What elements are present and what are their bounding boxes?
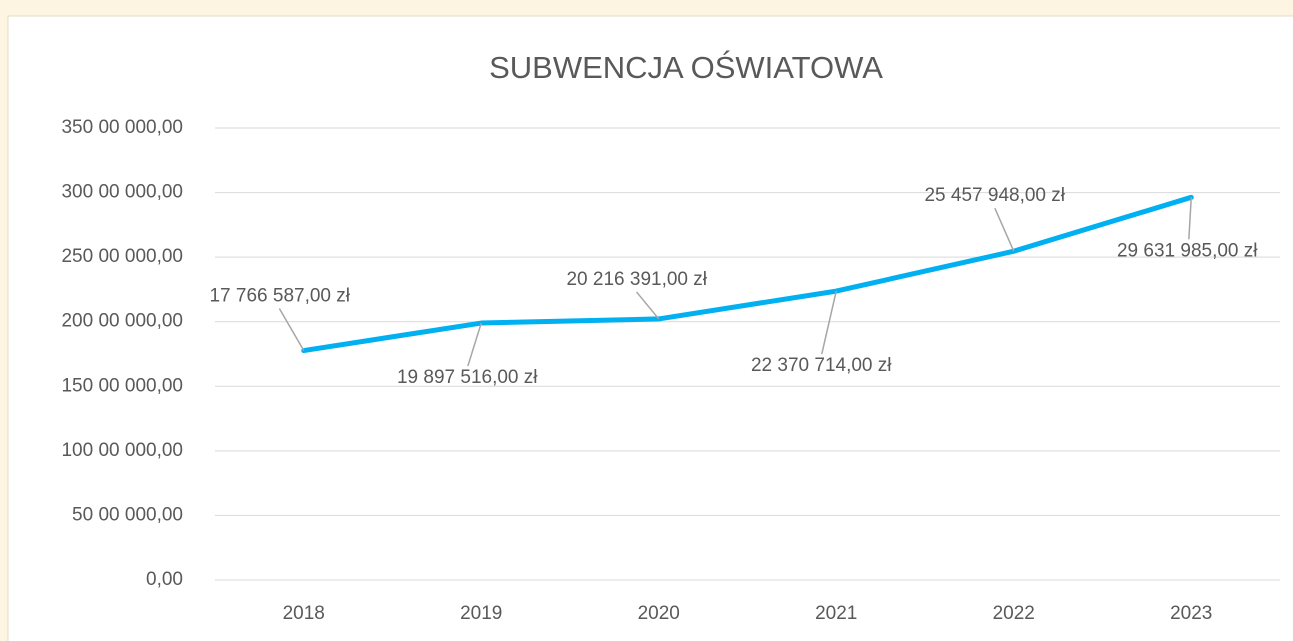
y-tick-label: 150 00 000,00 xyxy=(61,375,183,396)
chart-title: SUBWENCJA OŚWIATOWA xyxy=(489,49,883,85)
x-tick-label: 2019 xyxy=(460,603,502,624)
leader-line xyxy=(821,290,837,355)
data-label: 20 216 391,00 zł xyxy=(566,269,707,290)
y-tick-label: 350 00 000,00 xyxy=(61,117,183,138)
leader-line xyxy=(278,308,305,351)
y-tick-label: 300 00 000,00 xyxy=(61,182,183,203)
leader-line xyxy=(467,322,482,367)
data-label: 17 766 587,00 zł xyxy=(209,286,350,307)
x-tick-label: 2020 xyxy=(638,603,680,624)
x-tick-label: 2021 xyxy=(815,603,857,624)
data-label: 19 897 516,00 zł xyxy=(397,367,538,388)
series-line xyxy=(301,194,1194,354)
x-tick-label: 2018 xyxy=(283,603,325,624)
x-tick-label: 2023 xyxy=(1170,603,1212,624)
data-label: 25 457 948,00 zł xyxy=(924,185,1065,206)
leader-line xyxy=(635,291,660,320)
y-tick-label: 50 00 000,00 xyxy=(72,504,183,525)
data-label: 29 631 985,00 zł xyxy=(1117,240,1258,261)
leader-line xyxy=(1188,197,1192,240)
leader-line xyxy=(994,207,1015,252)
y-tick-label: 100 00 000,00 xyxy=(61,440,183,461)
chart-panel xyxy=(7,15,1293,641)
x-tick-label: 2022 xyxy=(993,603,1035,624)
y-tick-label: 200 00 000,00 xyxy=(61,311,183,332)
y-tick-label: 250 00 000,00 xyxy=(61,246,183,267)
y-tick-label: 0,00 xyxy=(146,569,183,590)
data-label: 22 370 714,00 zł xyxy=(751,355,892,376)
